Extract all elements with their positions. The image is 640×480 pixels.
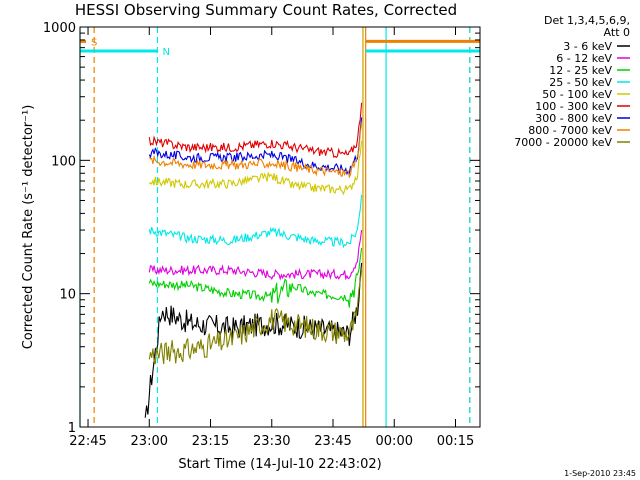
series-line [148,230,363,281]
annotation-label: S [91,37,97,48]
x-tick-label: 23:30 [253,434,290,449]
legend-label: 3 - 6 keV [563,40,612,53]
x-tick-label: 22:45 [69,434,106,449]
legend-label: 50 - 100 keV [542,88,612,101]
annotation-label: N [162,47,169,58]
legend-label: 25 - 50 keV [549,76,612,89]
series-line [148,247,363,308]
series-line [148,102,363,159]
series-line [148,123,363,179]
y-tick-label: 1 [68,421,76,436]
legend-header-line2: Att 0 [604,26,630,39]
plot-area: SN [79,27,480,427]
y-axis-label: Corrected Count Rate (s⁻¹ detector⁻¹) [21,105,36,350]
y-tick-label: 10 [59,288,76,303]
legend-header-line1: Det 1,3,4,5,6,9, [544,14,630,27]
x-tick-label: 23:45 [314,434,351,449]
x-axis-label: Start Time (14-Jul-10 22:43:02) [178,457,381,472]
legend-label: 7000 - 20000 keV [514,136,612,149]
legend-label: 100 - 300 keV [535,100,612,113]
x-tick-label: 23:00 [131,434,168,449]
x-tick-label: 00:15 [437,434,474,449]
chart-title: HESSI Observing Summary Count Rates, Cor… [75,1,457,19]
y-tick-label: 1000 [43,21,76,36]
footer-date: 1-Sep-2010 23:45 [564,469,636,478]
series-line [148,140,363,196]
plot-frame [79,26,481,428]
x-tick-label: 23:15 [192,434,229,449]
series-line [148,270,363,365]
x-tick-label: 00:00 [376,434,413,449]
axis-ticks: 22:45 23:00 23:15 23:30 23:45 00:00 00:15 1 10 10… [43,21,480,449]
series-line [148,194,363,249]
legend-label: 300 - 800 keV [535,112,612,125]
legend-label: 6 - 12 keV [556,52,612,65]
y-tick-label: 100 [51,154,76,169]
legend-label: 12 - 25 keV [549,64,612,77]
legend-label: 800 - 7000 keV [528,124,612,137]
